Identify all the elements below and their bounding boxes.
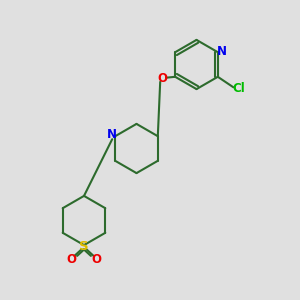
- Text: O: O: [158, 72, 168, 85]
- Text: O: O: [92, 253, 102, 266]
- Text: S: S: [79, 240, 89, 253]
- Text: N: N: [106, 128, 117, 142]
- Text: Cl: Cl: [232, 82, 245, 95]
- Text: N: N: [216, 44, 226, 58]
- Text: O: O: [66, 253, 76, 266]
